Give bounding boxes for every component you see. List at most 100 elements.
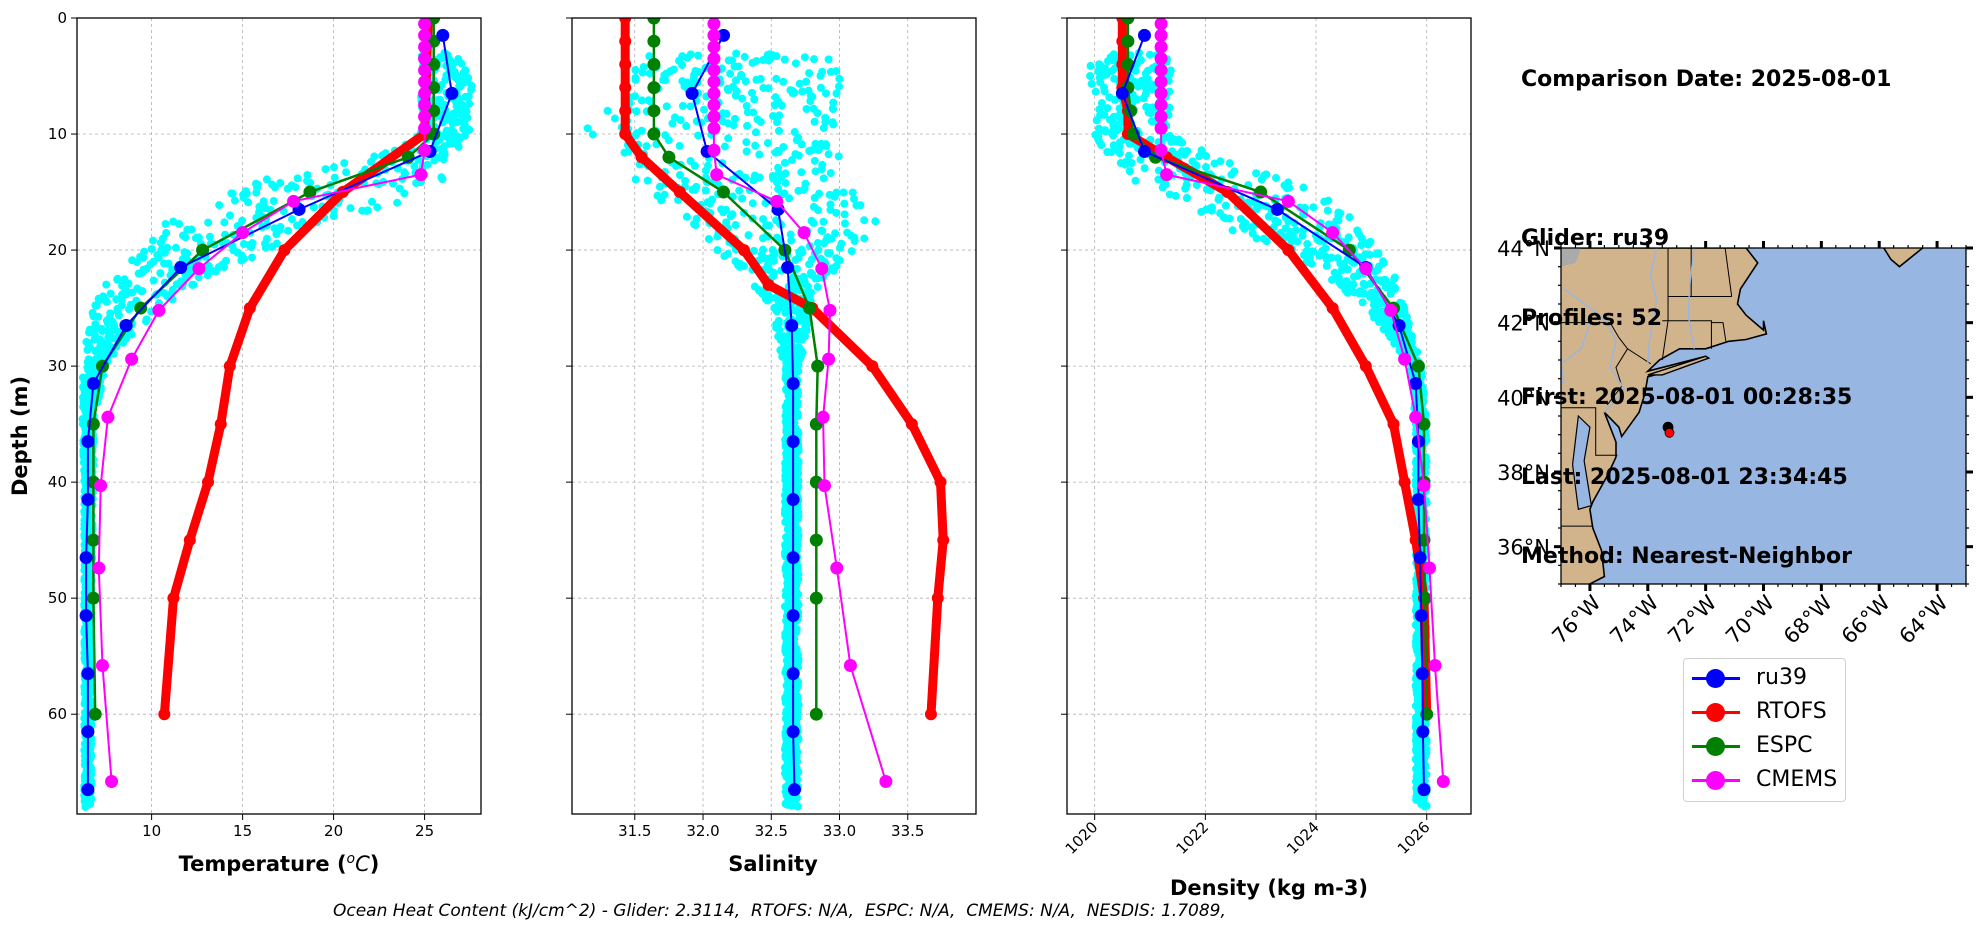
legend-label: CMEMS bbox=[1756, 767, 1838, 792]
scatter-point bbox=[80, 403, 89, 412]
scatter-point bbox=[772, 74, 781, 83]
data-point bbox=[1154, 28, 1168, 42]
scatter-point bbox=[454, 55, 463, 64]
scatter-point bbox=[1323, 206, 1332, 215]
scatter-point bbox=[373, 203, 382, 212]
scatter-point bbox=[1116, 114, 1125, 123]
data-point bbox=[647, 104, 661, 118]
data-point bbox=[924, 708, 937, 721]
scatter-point bbox=[1419, 800, 1428, 809]
scatter-point bbox=[86, 369, 95, 378]
data-point bbox=[86, 377, 100, 391]
scatter-point bbox=[268, 180, 277, 189]
scatter-point bbox=[106, 309, 115, 318]
x-tick-label: 25 bbox=[415, 822, 434, 840]
data-point bbox=[223, 360, 236, 373]
data-point bbox=[787, 783, 801, 797]
scatter-point bbox=[137, 287, 146, 296]
x-axis-label: Temperature (oC) bbox=[179, 851, 380, 876]
scatter-point bbox=[94, 312, 103, 321]
data-point bbox=[619, 58, 632, 71]
legend-marker bbox=[1706, 771, 1725, 790]
scatter-point bbox=[262, 175, 271, 184]
data-point bbox=[843, 658, 857, 672]
scatter-point bbox=[1381, 283, 1390, 292]
scatter-point bbox=[1100, 110, 1109, 119]
data-point bbox=[1154, 18, 1168, 31]
state-border bbox=[1561, 407, 1618, 456]
scatter-point bbox=[1115, 104, 1124, 113]
scatter-point bbox=[782, 602, 791, 611]
scatter-point bbox=[287, 181, 296, 190]
scatter-point bbox=[1215, 193, 1224, 202]
scatter-point bbox=[1165, 190, 1174, 199]
scatter-point bbox=[1197, 207, 1206, 216]
scatter-point bbox=[1248, 229, 1257, 238]
scatter-point bbox=[309, 203, 318, 212]
scatter-point bbox=[778, 299, 787, 308]
scatter-point bbox=[847, 247, 856, 256]
scatter-point bbox=[771, 93, 780, 102]
scatter-point bbox=[795, 79, 804, 88]
x-tick-label: 32.5 bbox=[755, 822, 788, 840]
scatter-point bbox=[1299, 251, 1308, 260]
series-line bbox=[97, 22, 426, 783]
scatter-point bbox=[149, 276, 158, 285]
scatter-point bbox=[784, 622, 793, 631]
data-point bbox=[81, 667, 95, 681]
data-point bbox=[619, 104, 632, 117]
x-tick-label: 1026 bbox=[1394, 818, 1434, 858]
scatter-point bbox=[1272, 173, 1281, 182]
data-point bbox=[707, 121, 721, 135]
scatter-point bbox=[800, 53, 809, 62]
scatter-point bbox=[588, 130, 597, 139]
scatter-point bbox=[142, 315, 151, 324]
state-border bbox=[1662, 320, 1712, 349]
data-point bbox=[781, 260, 795, 274]
scatter-point bbox=[1177, 147, 1186, 156]
scatter-point bbox=[276, 178, 285, 187]
scatter-point bbox=[802, 77, 811, 86]
scatter-point bbox=[447, 126, 456, 135]
data-point bbox=[95, 658, 109, 672]
scatter-point bbox=[819, 217, 828, 226]
scatter-point bbox=[342, 168, 351, 177]
scatter-point bbox=[1299, 183, 1308, 192]
data-point bbox=[1160, 168, 1174, 182]
scatter-point bbox=[773, 146, 782, 155]
scatter-point bbox=[794, 657, 803, 666]
scatter-point bbox=[803, 282, 812, 291]
scatter-point bbox=[204, 218, 213, 227]
scatter-point bbox=[792, 538, 801, 547]
scatter-point bbox=[741, 77, 750, 86]
scatter-point bbox=[1273, 218, 1282, 227]
scatter-point bbox=[825, 190, 834, 199]
river bbox=[1647, 248, 1658, 364]
scatter-point bbox=[1337, 266, 1346, 275]
scatter-point bbox=[662, 102, 671, 111]
scatter-point bbox=[784, 358, 793, 367]
map-lon-label: 70°W bbox=[1721, 590, 1779, 648]
scatter-point bbox=[671, 113, 680, 122]
scatter-point bbox=[752, 75, 761, 84]
data-point bbox=[1398, 476, 1411, 489]
scatter-point bbox=[797, 140, 806, 149]
scatter-point bbox=[205, 232, 214, 241]
data-point bbox=[158, 708, 171, 721]
scatter-point bbox=[124, 279, 133, 288]
series-line bbox=[691, 34, 796, 791]
scatter-point bbox=[791, 150, 800, 159]
data-point bbox=[418, 86, 432, 100]
scatter-point bbox=[439, 155, 448, 164]
scatter-point bbox=[1252, 205, 1261, 214]
series-cmems bbox=[1154, 18, 1450, 789]
scatter-point bbox=[797, 168, 806, 177]
scatter-point bbox=[807, 288, 816, 297]
scatter-point bbox=[455, 76, 464, 85]
scatter-point bbox=[1103, 104, 1112, 113]
data-point bbox=[214, 418, 227, 431]
scatter-point bbox=[793, 510, 802, 519]
scatter-point bbox=[270, 224, 279, 233]
method: Method: Nearest-Neighbor bbox=[1521, 544, 1852, 569]
scatter-point bbox=[287, 215, 296, 224]
